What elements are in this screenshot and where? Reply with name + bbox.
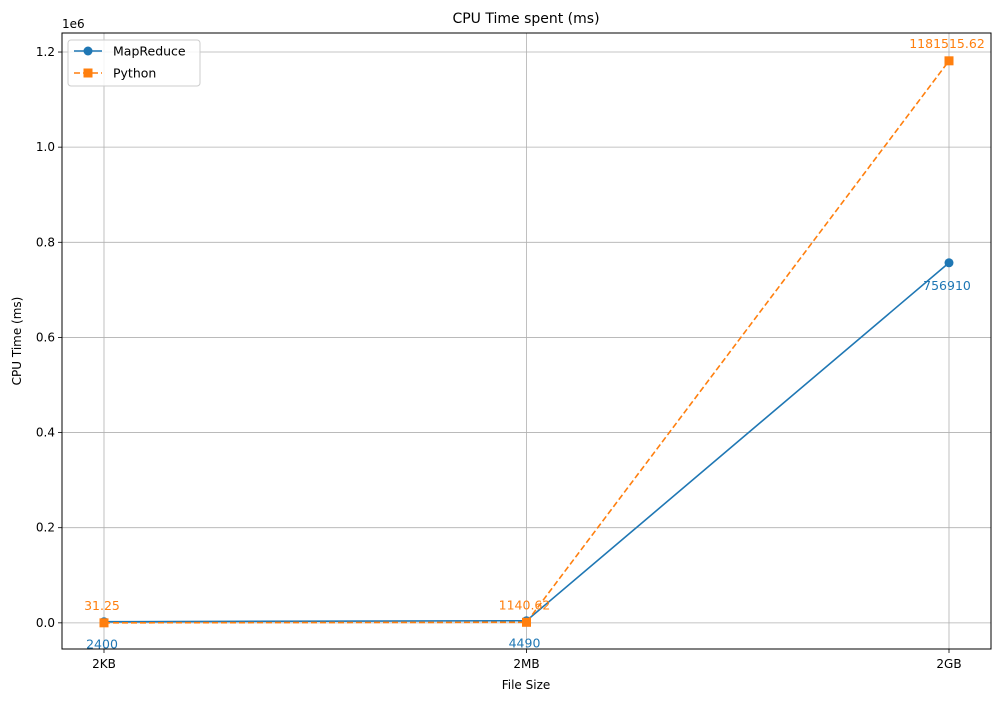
mapreduce-point	[944, 258, 954, 268]
python-data-label: 1181515.62	[909, 36, 985, 51]
python-data-label: 1140.62	[499, 597, 551, 612]
y-tick-label: 0.0	[36, 616, 55, 630]
series-layer: 2400 4490 756910 31.25 1140.62 1181515.62	[84, 36, 985, 652]
x-axis-label: File Size	[502, 678, 551, 692]
python-point	[522, 617, 531, 627]
y-tick-label: 1.0	[36, 140, 55, 154]
legend-mapreduce-label: MapReduce	[113, 44, 186, 59]
grid-lines	[62, 33, 991, 649]
legend-python-marker	[83, 68, 93, 78]
x-tick-label: 2GB	[936, 657, 961, 671]
chart-title: CPU Time spent (ms)	[452, 11, 599, 27]
y-axis-offset-text: 1e6	[62, 17, 85, 31]
python-data-label: 31.25	[84, 598, 120, 613]
y-tick-label: 0.4	[36, 426, 55, 440]
axis-ticks: 2KB 2MB 2GB 0.0 0.2 0.4 0.6 0.8 1.0 1.2	[36, 45, 962, 671]
y-axis-label: CPU Time (ms)	[10, 297, 24, 386]
y-tick-label: 0.8	[36, 235, 55, 249]
python-point	[99, 618, 109, 628]
legend-mapreduce-marker	[83, 46, 93, 56]
mapreduce-data-label: 2400	[86, 637, 118, 652]
y-tick-label: 0.6	[36, 330, 55, 344]
mapreduce-data-label: 4490	[509, 636, 541, 651]
y-tick-label: 1.2	[36, 45, 55, 59]
legend-python-label: Python	[113, 66, 156, 81]
python-series-line	[103, 60, 950, 624]
x-tick-label: 2MB	[513, 657, 539, 671]
legend: MapReduce Python	[67, 39, 201, 87]
y-tick-label: 0.2	[36, 521, 55, 535]
x-tick-label: 2KB	[92, 657, 116, 671]
mapreduce-data-label: 756910	[923, 278, 971, 293]
python-point	[944, 56, 954, 66]
